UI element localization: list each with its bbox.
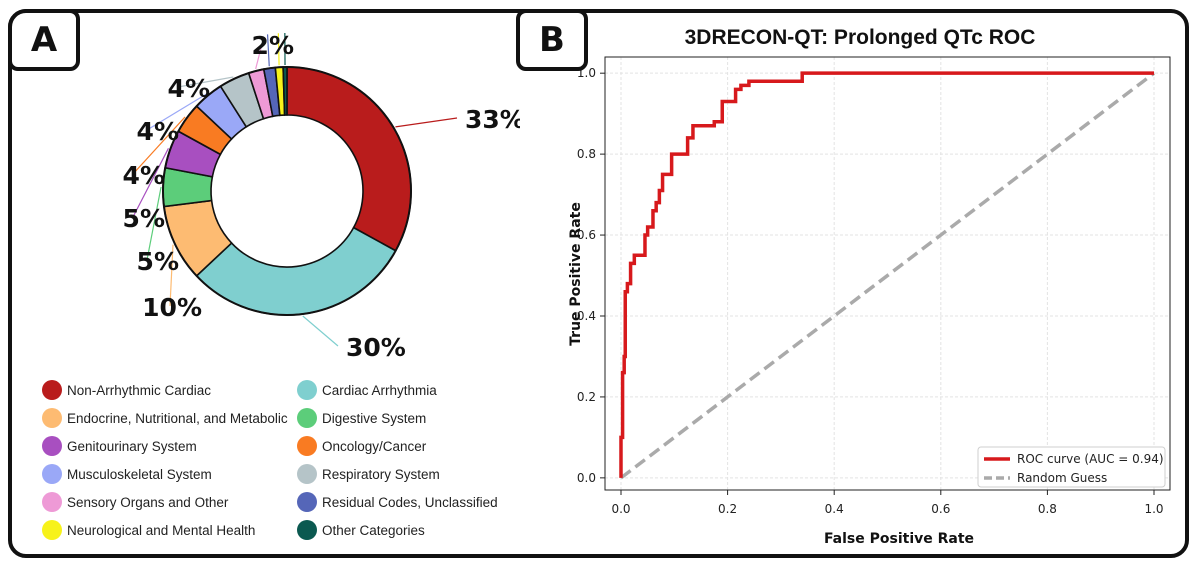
outer-frame <box>8 9 1189 558</box>
roc-legend: ROC curve (AUC = 0.94) Random Guess <box>977 446 1166 488</box>
roc-xtick-0.6: 0.6 <box>931 502 950 516</box>
roc-title: 3DRECON-QT: Prolonged QTc ROC <box>685 26 1036 49</box>
donut-label-respiratory-system: 4% <box>168 74 210 103</box>
roc-xtick-0.0: 0.0 <box>611 502 630 516</box>
roc-lines <box>619 71 1156 480</box>
donut-leader-non-arrhythmic-cardiac <box>395 117 458 128</box>
donut-label-oncology-cancer: 4% <box>123 161 165 190</box>
legend-label-non-arrhythmic-cardiac: Non-Arrhythmic Cardiac <box>67 383 211 398</box>
legend-label-cardiac-arrhythmia: Cardiac Arrhythmia <box>322 383 437 398</box>
donut-leader-musculoskeletal-system <box>146 93 207 131</box>
donut-leader-oncology-cancer <box>132 116 186 175</box>
legend-swatch-digestive-system <box>297 408 317 428</box>
roc-ytick-0.0: 0.0 <box>577 471 596 485</box>
roc-ytick-0.8: 0.8 <box>577 147 596 161</box>
donut-leader-sensory-organs-and-other <box>255 43 263 70</box>
donut-label-digestive-system: 5% <box>137 247 179 276</box>
donut-leader-respiratory-system <box>177 76 234 88</box>
donut-leader-residual-codes-unclassified <box>266 34 270 67</box>
legend-label-endocrine-nutritional-and-metabolic: Endocrine, Nutritional, and Metabolic <box>67 411 288 426</box>
donut-leader-endocrine-nutritional-and-metabolic <box>169 244 174 307</box>
roc-random-guess-line <box>619 71 1156 480</box>
legend-label-other-categories: Other Categories <box>322 523 425 538</box>
donut-label-non-arrhythmic-cardiac: 33% <box>465 105 520 134</box>
panel-a-tag: A <box>8 9 80 71</box>
legend-label-sensory-organs-and-other: Sensory Organs and Other <box>67 495 229 510</box>
donut-slices <box>162 66 412 316</box>
roc-ylabel: True Positive Rate <box>568 202 584 346</box>
roc-ytick-0.6: 0.6 <box>577 228 596 242</box>
roc-xtick-0.4: 0.4 <box>825 502 844 516</box>
donut-leader-neurological-and-mental-health <box>277 33 280 66</box>
roc-ytick-0.2: 0.2 <box>577 390 596 404</box>
roc-xtick-0.2: 0.2 <box>718 502 737 516</box>
legend-swatch-genitourinary-system <box>42 436 62 456</box>
donut-chart: 33% 30% 10% 5% 5% 4% 4% 4% 2% Non-Arrhythmic Car… <box>42 31 520 540</box>
legend-swatch-sensory-organs-and-other <box>42 492 62 512</box>
donut-leader-genitourinary-system <box>132 148 169 218</box>
roc-curve-line <box>619 71 1155 478</box>
panel-b-tag: B <box>516 9 588 71</box>
legend-label-digestive-system: Digestive System <box>322 411 426 426</box>
roc-xlabel: False Positive Rate <box>824 531 974 547</box>
donut-leader-digestive-system <box>146 186 162 261</box>
roc-ticks: 0.0 0.2 0.4 0.6 0.8 1.00.00.20.40.60.81.0 <box>577 66 1164 516</box>
donut-percent-labels: 33% 30% 10% 5% 5% 4% 4% 4% 2% <box>123 31 520 362</box>
legend-label-oncology-cancer: Oncology/Cancer <box>322 439 427 454</box>
donut-label-musculoskeletal-system: 4% <box>137 117 179 146</box>
legend-label-musculoskeletal-system: Musculoskeletal System <box>67 467 212 482</box>
legend-label-residual-codes-unclassified: Residual Codes, Unclassified <box>322 495 498 510</box>
donut-label-genitourinary-system: 5% <box>123 204 165 233</box>
legend-swatch-non-arrhythmic-cardiac <box>42 380 62 400</box>
legend-swatch-musculoskeletal-system <box>42 464 62 484</box>
donut-leader-cardiac-arrhythmia <box>302 315 339 347</box>
legend-swatch-respiratory-system <box>297 464 317 484</box>
roc-plot-frame <box>604 56 1171 491</box>
donut-label-endocrine-nutritional-and-metabolic: 10% <box>142 293 202 322</box>
legend-label-respiratory-system: Respiratory System <box>322 467 440 482</box>
roc-xtick-0.8: 0.8 <box>1038 502 1057 516</box>
donut-outer-ring <box>162 66 412 316</box>
roc-ytick-0.4: 0.4 <box>577 309 596 323</box>
legend-label-neurological-and-mental-health: Neurological and Mental Health <box>67 523 255 538</box>
legend-swatch-residual-codes-unclassified <box>297 492 317 512</box>
donut-legend: Non-Arrhythmic Cardiac Cardiac Arrhythmia… <box>42 380 498 540</box>
legend-swatch-oncology-cancer <box>297 436 317 456</box>
donut-label-cardiac-arrhythmia: 30% <box>346 333 406 362</box>
roc-legend-label-random: Random Guess <box>1017 471 1107 485</box>
legend-swatch-neurological-and-mental-health <box>42 520 62 540</box>
roc-legend-label-roc: ROC curve (AUC = 0.94) <box>1017 452 1164 466</box>
legend-swatch-endocrine-nutritional-and-metabolic <box>42 408 62 428</box>
legend-label-genitourinary-system: Genitourinary System <box>67 439 197 454</box>
roc-xtick-1.0: 1.0 <box>1144 502 1163 516</box>
legend-swatch-other-categories <box>297 520 317 540</box>
donut-label-sensory-organs-and-other: 2% <box>252 31 294 60</box>
roc-legend-box <box>977 446 1166 488</box>
donut-leader-lines <box>132 33 458 347</box>
legend-swatch-cardiac-arrhythmia <box>297 380 317 400</box>
